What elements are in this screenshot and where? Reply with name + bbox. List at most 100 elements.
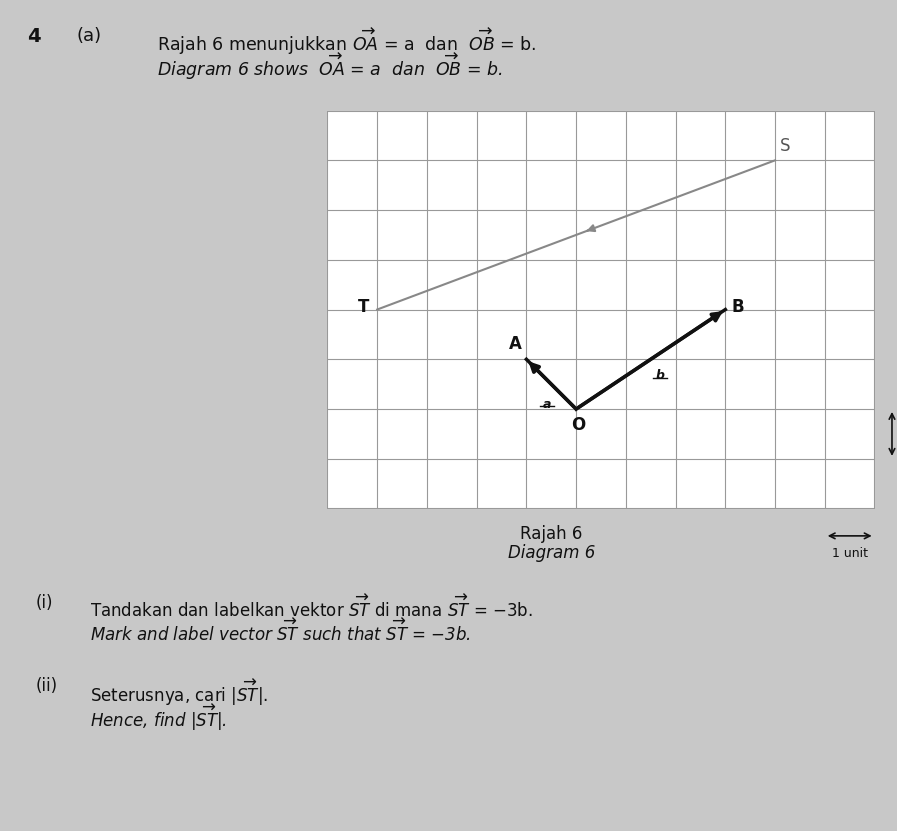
Bar [576,309,626,359]
Text: B: B [731,298,744,316]
Bar [576,210,626,260]
Bar [576,459,626,509]
Bar [626,210,675,260]
Bar [377,359,427,409]
Bar [675,409,726,459]
Bar [527,160,576,210]
Bar [726,260,775,309]
Bar [576,359,626,409]
Bar [527,459,576,509]
Bar [775,459,825,509]
Bar [576,260,626,309]
Text: Rajah 6: Rajah 6 [520,525,583,543]
Bar [825,260,875,309]
Bar [775,160,825,210]
Bar [327,459,377,509]
Bar [726,111,775,160]
Bar [775,210,825,260]
Bar [775,409,825,459]
Text: Hence, find $|\overrightarrow{ST}|$.: Hence, find $|\overrightarrow{ST}|$. [90,702,227,733]
Bar [675,160,726,210]
Text: Seterusnya, cari $|\overrightarrow{ST}|$.: Seterusnya, cari $|\overrightarrow{ST}|$… [90,677,268,708]
Bar [726,309,775,359]
Text: T: T [358,298,370,316]
Bar [825,210,875,260]
Text: Tandakan dan labelkan vektor $\overrightarrow{ST}$ di mana $\overrightarrow{ST}$: Tandakan dan labelkan vektor $\overright… [90,594,533,621]
Bar [427,210,476,260]
Bar [775,260,825,309]
Bar [775,359,825,409]
Bar [626,111,675,160]
Bar [675,309,726,359]
Bar [675,210,726,260]
Bar [527,111,576,160]
Text: S: S [780,137,790,155]
Bar [476,111,527,160]
Text: b: b [656,369,665,382]
Bar [626,160,675,210]
Text: Rajah 6 menunjukkan $\overrightarrow{OA}$ = a  dan  $\overrightarrow{OB}$ = b.: Rajah 6 menunjukkan $\overrightarrow{OA}… [157,27,536,57]
Bar [825,409,875,459]
Bar [527,309,576,359]
Bar [327,160,377,210]
Bar [327,210,377,260]
Bar [675,111,726,160]
Bar [825,160,875,210]
Bar [675,260,726,309]
Bar [327,111,377,160]
Bar [427,309,476,359]
Text: (i): (i) [36,594,54,612]
Bar [427,409,476,459]
Bar [476,359,527,409]
Bar [327,260,377,309]
Bar [377,111,427,160]
Bar [675,359,726,409]
Bar [626,459,675,509]
Bar [527,359,576,409]
Bar [327,359,377,409]
Bar [825,459,875,509]
Bar [476,309,527,359]
Bar [476,160,527,210]
Bar [427,459,476,509]
Bar [775,111,825,160]
Bar [377,210,427,260]
Bar [576,111,626,160]
Bar [377,409,427,459]
Bar [377,260,427,309]
Bar [427,111,476,160]
Bar [427,359,476,409]
Text: O: O [571,416,586,435]
Bar [726,459,775,509]
Bar [825,111,875,160]
Bar [626,309,675,359]
Bar [626,409,675,459]
Bar [626,359,675,409]
Bar [527,260,576,309]
Bar [476,409,527,459]
Text: A: A [509,336,521,353]
Bar [825,309,875,359]
Text: (a): (a) [76,27,101,45]
Text: 4: 4 [27,27,40,46]
Bar [427,260,476,309]
Text: 1 unit: 1 unit [832,548,867,560]
Bar [327,309,377,359]
Bar [476,459,527,509]
Bar [527,409,576,459]
Bar [726,160,775,210]
Bar [626,260,675,309]
Bar [576,160,626,210]
Bar [476,210,527,260]
Text: Mark and label vector $\overrightarrow{ST}$ such that $\overrightarrow{ST}$ = $-: Mark and label vector $\overrightarrow{S… [90,619,471,646]
Text: Diagram 6 shows  $\overrightarrow{OA}$ = a  dan  $\overrightarrow{OB}$ = b.: Diagram 6 shows $\overrightarrow{OA}$ = … [157,52,502,82]
Text: (ii): (ii) [36,677,58,696]
Bar [527,210,576,260]
Text: Diagram 6: Diagram 6 [508,544,596,563]
Bar [726,359,775,409]
Bar [476,260,527,309]
Bar [825,359,875,409]
Bar [377,459,427,509]
Bar [377,160,427,210]
Bar [726,210,775,260]
